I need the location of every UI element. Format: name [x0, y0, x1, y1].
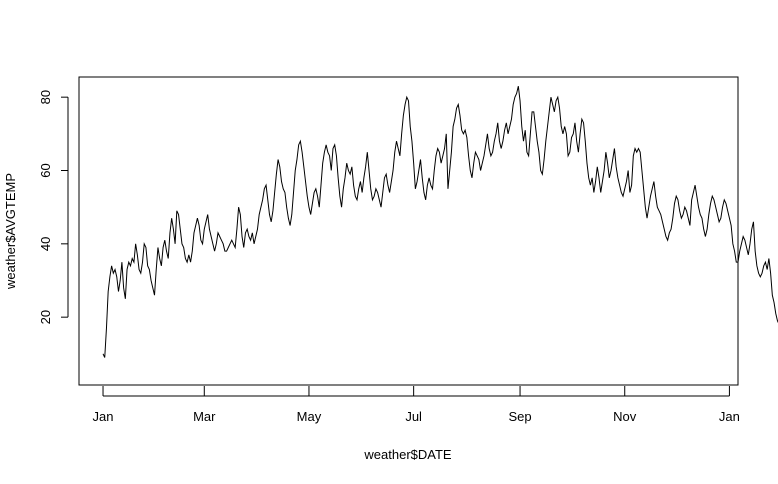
y-tick-label: 20: [38, 310, 53, 324]
y-tick-label: 40: [38, 237, 53, 251]
x-tick-label: Jul: [405, 409, 422, 424]
y-axis: 20 40 60 80: [38, 90, 69, 324]
y-tick-label: 80: [38, 90, 53, 104]
y-tick-label: 60: [38, 163, 53, 177]
x-tick-label: Nov: [613, 409, 637, 424]
x-tick-label: Jan: [719, 409, 740, 424]
x-tick-label: Jan: [93, 409, 114, 424]
x-tick-label: Mar: [193, 409, 216, 424]
avgtemp-series-line: [102, 86, 778, 358]
x-tick-label: May: [297, 409, 322, 424]
x-axis-title: weather$DATE: [363, 447, 452, 462]
x-tick-label: Sep: [508, 409, 531, 424]
x-axis: Jan Mar May Jul Sep Nov Jan: [93, 386, 740, 424]
y-axis-title: weather$AVGTEMP: [3, 173, 18, 290]
plot-frame: [78, 76, 739, 386]
